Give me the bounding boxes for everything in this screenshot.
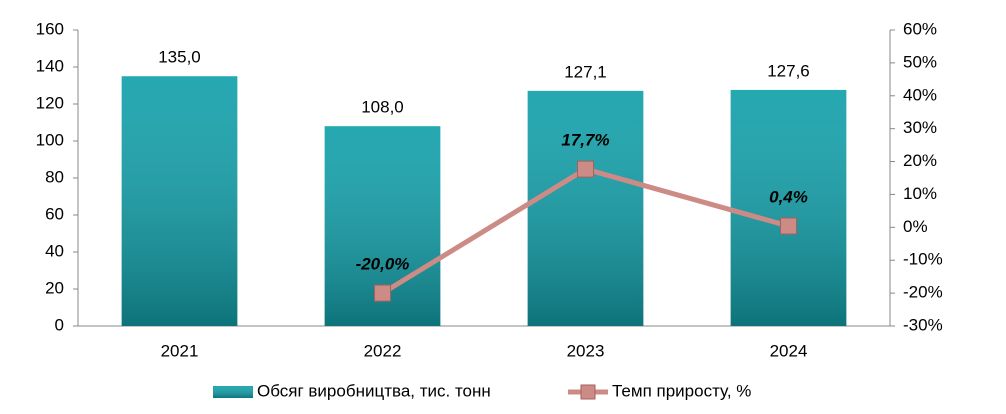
legend-label: Темп приросту, % <box>612 381 751 400</box>
line-value-label: -20,0% <box>356 255 410 274</box>
bar-value-label: 108,0 <box>361 98 404 117</box>
y-tick-label: 40 <box>45 241 64 260</box>
bar-shade <box>121 76 238 326</box>
bar-shade <box>527 90 644 327</box>
y2-tick-label: -10% <box>903 250 943 269</box>
y-tick-label: 100 <box>36 130 64 149</box>
y2-tick-label: -30% <box>903 315 943 334</box>
line-value-label: 17,7% <box>561 131 609 150</box>
y-tick-label: 60 <box>45 204 64 223</box>
y-tick-label: 20 <box>45 278 64 297</box>
y2-tick-label: 60% <box>903 19 937 38</box>
y2-tick-label: 40% <box>903 85 937 104</box>
y-tick-label: 160 <box>36 19 64 38</box>
line-marker <box>780 217 797 235</box>
y2-tick-label: 50% <box>903 52 937 71</box>
legend-label: Обсяг виробництва, тис. тонн <box>257 381 491 400</box>
y-tick-label: 140 <box>36 56 64 75</box>
x-tick-label: 2023 <box>567 341 605 360</box>
y-tick-label: 0 <box>55 315 64 334</box>
y2-tick-label: 30% <box>903 118 937 137</box>
y2-tick-label: 0% <box>903 217 928 236</box>
bar-shade <box>730 89 847 326</box>
bar-value-label: 135,0 <box>158 48 201 67</box>
bar-value-label: 127,6 <box>767 61 810 80</box>
y2-tick-label: 20% <box>903 151 937 170</box>
x-tick-label: 2022 <box>364 341 402 360</box>
line-value-label: 0,4% <box>769 188 808 207</box>
y2-tick-label: 10% <box>903 184 937 203</box>
legend-swatch-shade <box>213 386 253 398</box>
x-tick-label: 2024 <box>770 341 808 360</box>
y-tick-label: 80 <box>45 167 64 186</box>
legend-marker <box>580 384 596 400</box>
y2-tick-label: -20% <box>903 283 943 302</box>
line-marker <box>577 160 594 178</box>
line-marker <box>374 284 391 302</box>
y-tick-label: 120 <box>36 93 64 112</box>
x-tick-label: 2021 <box>161 341 199 360</box>
bar-value-label: 127,1 <box>564 62 607 81</box>
